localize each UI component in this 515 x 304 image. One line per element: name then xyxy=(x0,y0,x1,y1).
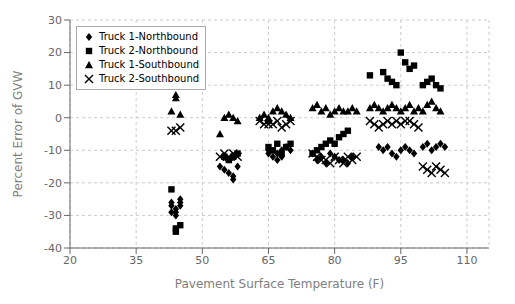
svg-text:50: 50 xyxy=(195,254,209,267)
svg-text:-40: -40 xyxy=(44,242,62,255)
svg-text:80: 80 xyxy=(328,254,342,267)
svg-text:-30: -30 xyxy=(44,209,62,222)
svg-text:-10: -10 xyxy=(44,144,62,157)
html-text:Truck 1-Northbound: Truck 1-Northbound xyxy=(99,31,198,42)
svg-text:20: 20 xyxy=(48,46,62,59)
html-text:Truck 2-Northbound: Truck 2-Northbound xyxy=(99,45,198,56)
svg-text:30: 30 xyxy=(48,14,62,27)
html-text:Truck 1-Southbound: Truck 1-Southbound xyxy=(99,59,200,70)
svg-text:95: 95 xyxy=(394,254,408,267)
svg-text:110: 110 xyxy=(456,254,477,267)
html-text:Truck 2-Southbound: Truck 2-Southbound xyxy=(99,73,200,84)
svg-text:-20: -20 xyxy=(44,177,62,190)
svg-text:Percent Error of GVW: Percent Error of GVW xyxy=(11,70,25,197)
svg-text:65: 65 xyxy=(261,254,275,267)
svg-text:35: 35 xyxy=(129,254,143,267)
svg-text:0: 0 xyxy=(55,112,62,125)
svg-text:20: 20 xyxy=(63,254,77,267)
svg-text:10: 10 xyxy=(48,79,62,92)
svg-text:Pavement Surface Temperature (: Pavement Surface Temperature (F) xyxy=(175,277,384,291)
